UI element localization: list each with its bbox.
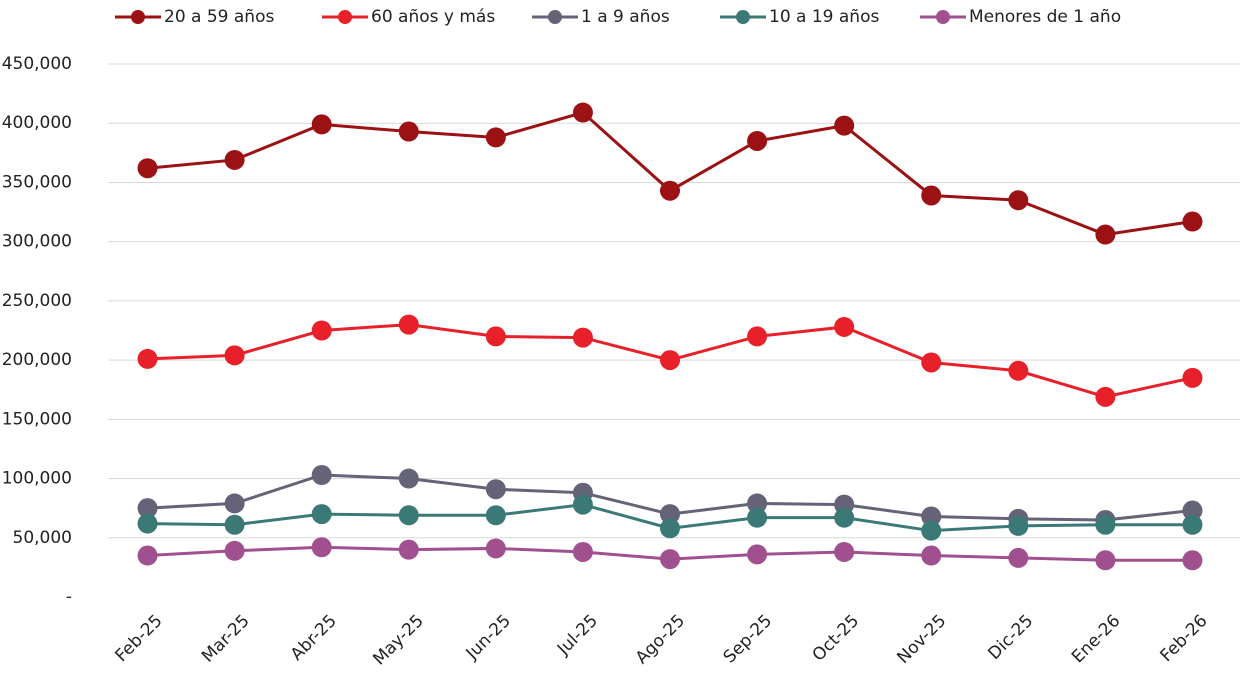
legend-marker: [936, 10, 950, 24]
point: [137, 513, 158, 534]
point: [572, 102, 593, 123]
point: [485, 326, 506, 347]
y-tick-label: 350,000: [2, 172, 72, 192]
legend-marker: [736, 10, 750, 24]
point: [137, 158, 158, 179]
point: [398, 314, 419, 335]
x-tick-label: Feb-26: [1156, 611, 1211, 666]
x-tick-label: Ene-26: [1068, 611, 1124, 667]
legend-label: 1 a 9 años: [581, 7, 670, 27]
legend-marker: [338, 10, 352, 24]
x-tick-label: Jul-25: [553, 611, 602, 660]
legend-label: 20 a 59 años: [164, 7, 274, 27]
point: [1182, 514, 1203, 535]
y-tick-label: 250,000: [2, 291, 72, 311]
point: [1095, 386, 1116, 407]
point: [224, 540, 245, 561]
legend-label: 10 a 19 años: [769, 7, 879, 27]
x-tick-label: Abr-25: [287, 611, 341, 665]
point: [747, 493, 768, 514]
point: [311, 320, 332, 341]
y-tick-label: -: [66, 587, 72, 607]
x-tick-label: Nov-25: [893, 611, 950, 668]
legend-marker: [131, 10, 145, 24]
point: [1095, 514, 1116, 535]
point: [747, 507, 768, 528]
point: [398, 121, 419, 142]
point: [1182, 500, 1203, 521]
point: [834, 316, 855, 337]
point: [485, 127, 506, 148]
point: [398, 539, 419, 560]
point: [311, 114, 332, 135]
point: [311, 504, 332, 525]
y-tick-label: 150,000: [2, 409, 72, 429]
point: [485, 538, 506, 559]
y-tick-label: 300,000: [2, 232, 72, 252]
y-tick-label: 200,000: [2, 350, 72, 370]
point: [1008, 515, 1029, 536]
point: [485, 479, 506, 500]
point: [660, 180, 680, 201]
point: [398, 505, 419, 526]
series-line: [147, 110, 1193, 237]
point: [1095, 224, 1116, 245]
x-tick-label: Feb-25: [112, 611, 167, 666]
y-tick-label: 50,000: [13, 528, 72, 548]
point: [747, 130, 768, 151]
point: [921, 545, 942, 566]
point: [747, 544, 768, 565]
y-tick-label: 100,000: [2, 469, 72, 489]
point: [485, 505, 506, 526]
point: [224, 514, 245, 535]
point: [921, 506, 942, 527]
point: [224, 493, 245, 514]
point: [311, 465, 332, 486]
point: [1008, 360, 1029, 381]
point: [398, 468, 419, 489]
point: [572, 541, 593, 562]
point: [660, 518, 680, 539]
point: [137, 498, 158, 519]
point: [1008, 547, 1029, 568]
point: [921, 520, 942, 541]
point: [572, 327, 593, 348]
point: [834, 507, 855, 528]
point: [660, 549, 680, 570]
point: [1095, 550, 1116, 571]
x-tick-label: Dic-25: [984, 611, 1037, 664]
point: [1182, 550, 1203, 571]
point: [747, 326, 768, 347]
point: [224, 149, 245, 170]
x-tick-label: Sep-25: [720, 611, 776, 667]
legend-marker: [548, 10, 562, 24]
point: [1008, 190, 1029, 211]
legend-label: Menores de 1 año: [969, 7, 1121, 27]
point: [137, 348, 158, 369]
point: [921, 352, 942, 373]
x-tick-label: Ago-25: [632, 611, 689, 668]
x-tick-label: Jun-25: [462, 611, 515, 664]
point: [137, 545, 158, 566]
point: [660, 504, 680, 525]
point: [660, 350, 680, 371]
x-tick-label: Oct-25: [809, 611, 864, 666]
point: [572, 494, 593, 515]
point: [1182, 367, 1203, 388]
x-tick-label: Mar-25: [198, 611, 254, 667]
legend-label: 60 años y más: [371, 7, 495, 27]
point: [921, 185, 942, 206]
point: [834, 541, 855, 562]
point: [311, 537, 332, 558]
point: [224, 345, 245, 366]
y-tick-label: 400,000: [2, 113, 72, 133]
point: [1182, 211, 1203, 232]
y-tick-label: 450,000: [2, 54, 72, 74]
point: [834, 115, 855, 136]
x-tick-label: May-25: [369, 611, 427, 669]
